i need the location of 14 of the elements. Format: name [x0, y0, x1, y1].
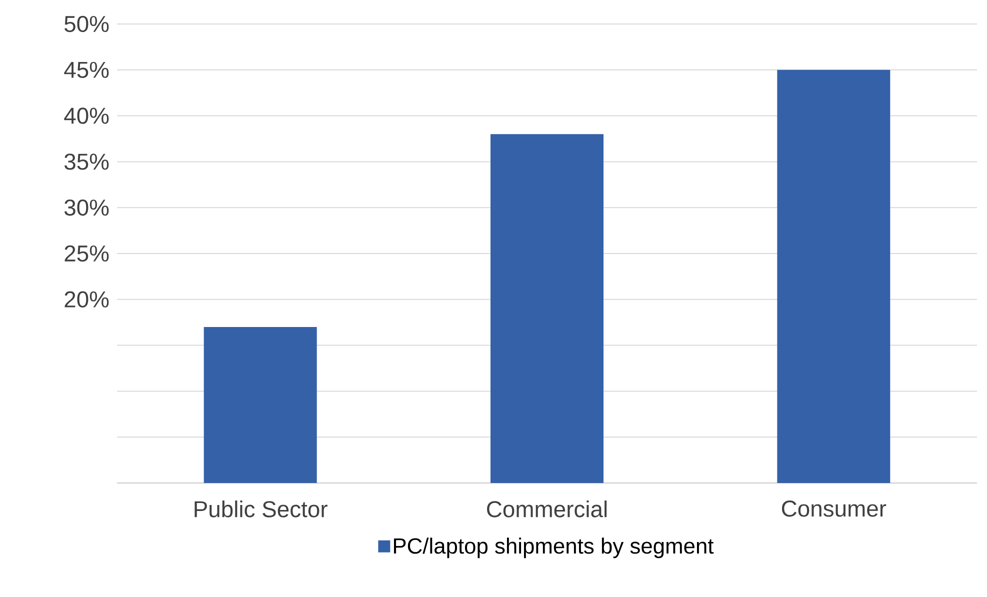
y-tick-label: 35% [64, 154, 109, 170]
bar [490, 134, 604, 483]
x-tick-label: Consumer [782, 500, 886, 517]
bar [777, 70, 890, 483]
legend-label: PC/laptop shipments by segment [394, 538, 714, 558]
x-tick-label: Commercial [487, 500, 607, 518]
x-tick-label: Public Sector [194, 500, 328, 518]
y-tick-label: 45% [64, 62, 109, 78]
y-tick-label: 30% [64, 199, 109, 216]
bar [204, 326, 317, 483]
y-tick-label: 50% [64, 16, 109, 32]
y-tick-label: 20% [64, 291, 109, 308]
y-tick-label: 25% [64, 245, 109, 262]
y-tick-label: 40% [64, 108, 109, 124]
